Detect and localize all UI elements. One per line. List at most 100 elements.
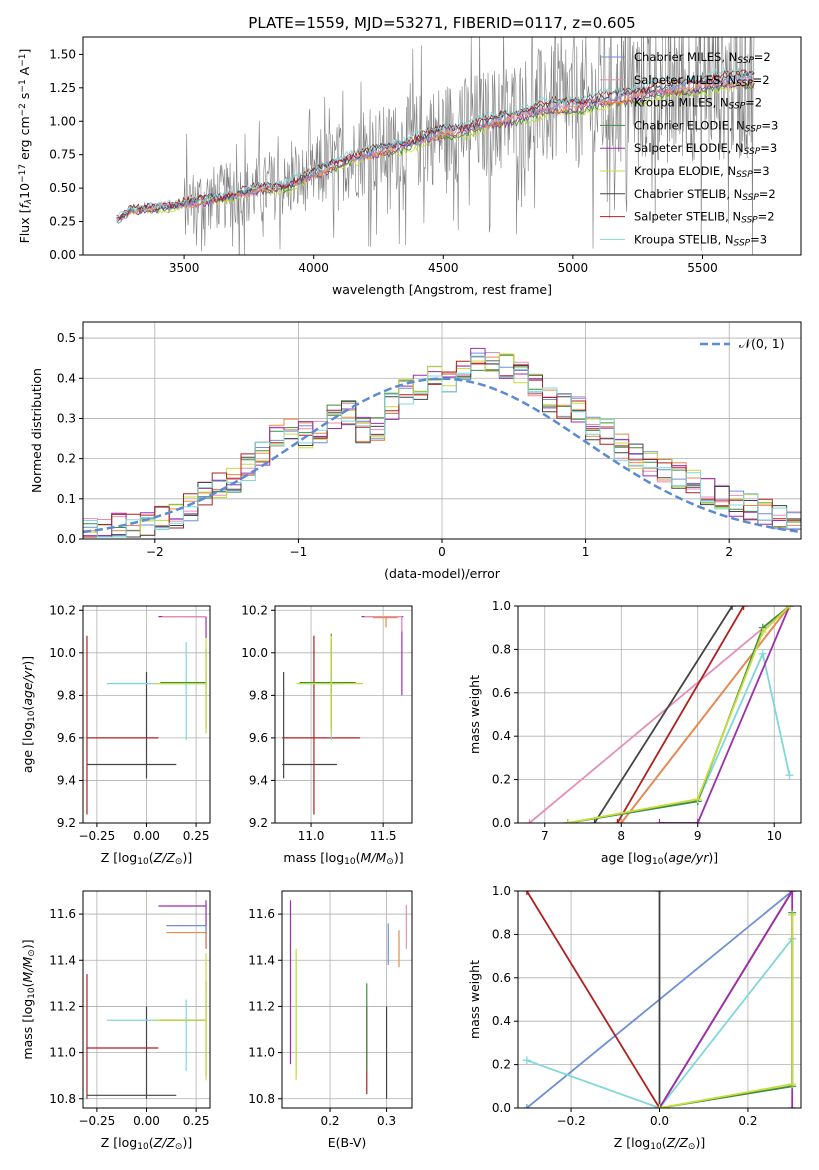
label-part: −2 <box>18 103 28 116</box>
grid <box>83 322 801 540</box>
label-part: mass [log <box>283 850 344 865</box>
y-tick-label: 0.3 <box>57 411 76 425</box>
y-tick-label: 11.4 <box>248 953 275 967</box>
y-tick-label: 9.4 <box>57 773 76 787</box>
y-tick-label: 9.4 <box>249 773 268 787</box>
label-part: =3 <box>761 118 778 132</box>
legend-entry: Kroupa STELIB, NSSP=3 <box>634 232 767 248</box>
y-tick-label: 0.2 <box>492 773 511 787</box>
y-axis-label: mass weight <box>467 675 482 754</box>
label-part: Kroupa STELIB, N <box>634 232 734 246</box>
weight-marker-salpeter-elodie <box>693 819 702 823</box>
label-part: −17 <box>18 164 28 183</box>
plot-area <box>86 900 207 1099</box>
label-part: f <box>17 203 32 209</box>
weight-marker-kroupa-elodie <box>785 606 794 610</box>
label-part: ⊙ <box>175 857 183 867</box>
label-part: Flux [ <box>17 209 32 244</box>
x-tick-label: 0 <box>438 545 446 559</box>
plot-area <box>289 900 407 1099</box>
weight-marker-salpeter-elodie <box>788 891 797 895</box>
x-axis-label: Z [log10(Z/Z⊙)] <box>614 1135 705 1152</box>
weight-line-kroupa-stelib <box>567 650 791 823</box>
label-part: =3 <box>760 141 777 155</box>
label-part: 10 <box>17 183 32 199</box>
y-tick-label: 0.5 <box>57 331 76 345</box>
label-part: 10 <box>27 987 37 999</box>
figure-title: PLATE=1559, MJD=53271, FIBERID=0117, z=0… <box>248 14 635 32</box>
weight-line-kroupa-elodie <box>659 914 794 1108</box>
weight-marker-kroupa-stelib <box>758 649 767 658</box>
plot-area <box>116 37 755 255</box>
label-part: =3 <box>753 164 770 178</box>
plot-area <box>525 606 794 823</box>
label-part: SSP <box>742 193 759 203</box>
weight-marker-kroupa-elodie <box>693 795 702 804</box>
y-axis-label: mass weight <box>467 960 482 1039</box>
weight-line-chabrier-elodie <box>659 912 794 1108</box>
axes-border <box>82 36 802 256</box>
label-part: ⊙ <box>175 1142 183 1152</box>
legend-entry: Salpeter ELODIE, NSSP=3 <box>634 141 777 157</box>
label-part: ⊙ <box>27 949 37 957</box>
x-tick-label: 8 <box>617 829 625 843</box>
y-tick-label: 0.50 <box>49 181 76 195</box>
y-tick-label: 0.4 <box>57 371 76 385</box>
y-tick-label: 10.8 <box>49 1092 76 1106</box>
weight-marker-salpeter-stelib <box>522 891 531 895</box>
legend-entry: Kroupa MILES, NSSP=2 <box>634 96 762 112</box>
weight-marker-chabrier-stelib <box>728 606 737 610</box>
y-tick-label: 1.0 <box>492 599 511 613</box>
y-tick-label: 11.6 <box>49 907 76 921</box>
label-part: Z/Z <box>666 1135 689 1150</box>
weight-marker-kroupa-elodie <box>563 819 572 823</box>
residuals-panel: −2 −1 0 1 2 0.0 0.1 0.2 0.3 0.4 0.5 (data-model)/er… <box>29 321 802 581</box>
x-tick-label: 0.25 <box>183 1114 210 1128</box>
weight-line-salpeter-stelib <box>616 606 745 823</box>
histogram-kroupa-stelib <box>83 355 801 538</box>
x-tick-label: 5000 <box>558 261 589 275</box>
y-tick-label: 0.6 <box>492 686 511 700</box>
y-axis-label: age [log10(age/yr)] <box>20 656 37 773</box>
y-tick-label: 10.8 <box>248 1092 275 1106</box>
label-part: −1 <box>18 79 28 92</box>
x-axis-label: age [log10(age/yr)] <box>601 850 718 867</box>
label-part: =2 <box>759 187 776 201</box>
label-part: Z [log <box>614 1135 650 1150</box>
axes-frame: −2 −1 0 1 2 0.0 0.1 0.2 0.3 0.4 0.5 (data-model)/er… <box>29 321 802 581</box>
plot-area <box>83 347 801 538</box>
x-tick-label: 5500 <box>687 261 718 275</box>
weight-marker-kroupa-elodie <box>788 910 797 919</box>
y-tick-label: 0.4 <box>492 1014 511 1028</box>
label-part: SSP <box>736 79 753 89</box>
label-part: =3 <box>750 232 767 246</box>
x-tick-label: 0.2 <box>320 1114 339 1128</box>
label-part: M/M <box>20 956 35 982</box>
weight-line-kroupa-miles <box>620 606 791 823</box>
observed-spectrum <box>116 37 755 255</box>
y-tick-label: 9.2 <box>249 816 268 830</box>
weight-marker-kroupa-elodie <box>655 1104 664 1108</box>
axes-border <box>281 890 413 1109</box>
label-part: )] <box>182 1135 192 1150</box>
label-part: Z [log <box>101 850 137 865</box>
x-tick-label: 4500 <box>428 261 459 275</box>
label-part: SSP <box>741 216 758 226</box>
label-part: λ <box>24 199 34 205</box>
axes-border <box>517 605 802 824</box>
weight-marker-salpeter-elodie <box>788 1104 797 1108</box>
x-tick-label: 1 <box>582 545 590 559</box>
label-part: ( <box>662 1135 667 1150</box>
label-part: ( <box>20 706 35 711</box>
y-tick-label: 0.25 <box>49 215 76 229</box>
label-part: erg cm <box>17 116 32 164</box>
label-part: M/M <box>361 850 387 865</box>
label-part: A <box>17 66 32 79</box>
y-tick-label: 0.1 <box>57 492 76 506</box>
grid <box>275 606 412 824</box>
x-tick-label: 0.0 <box>650 1114 669 1128</box>
